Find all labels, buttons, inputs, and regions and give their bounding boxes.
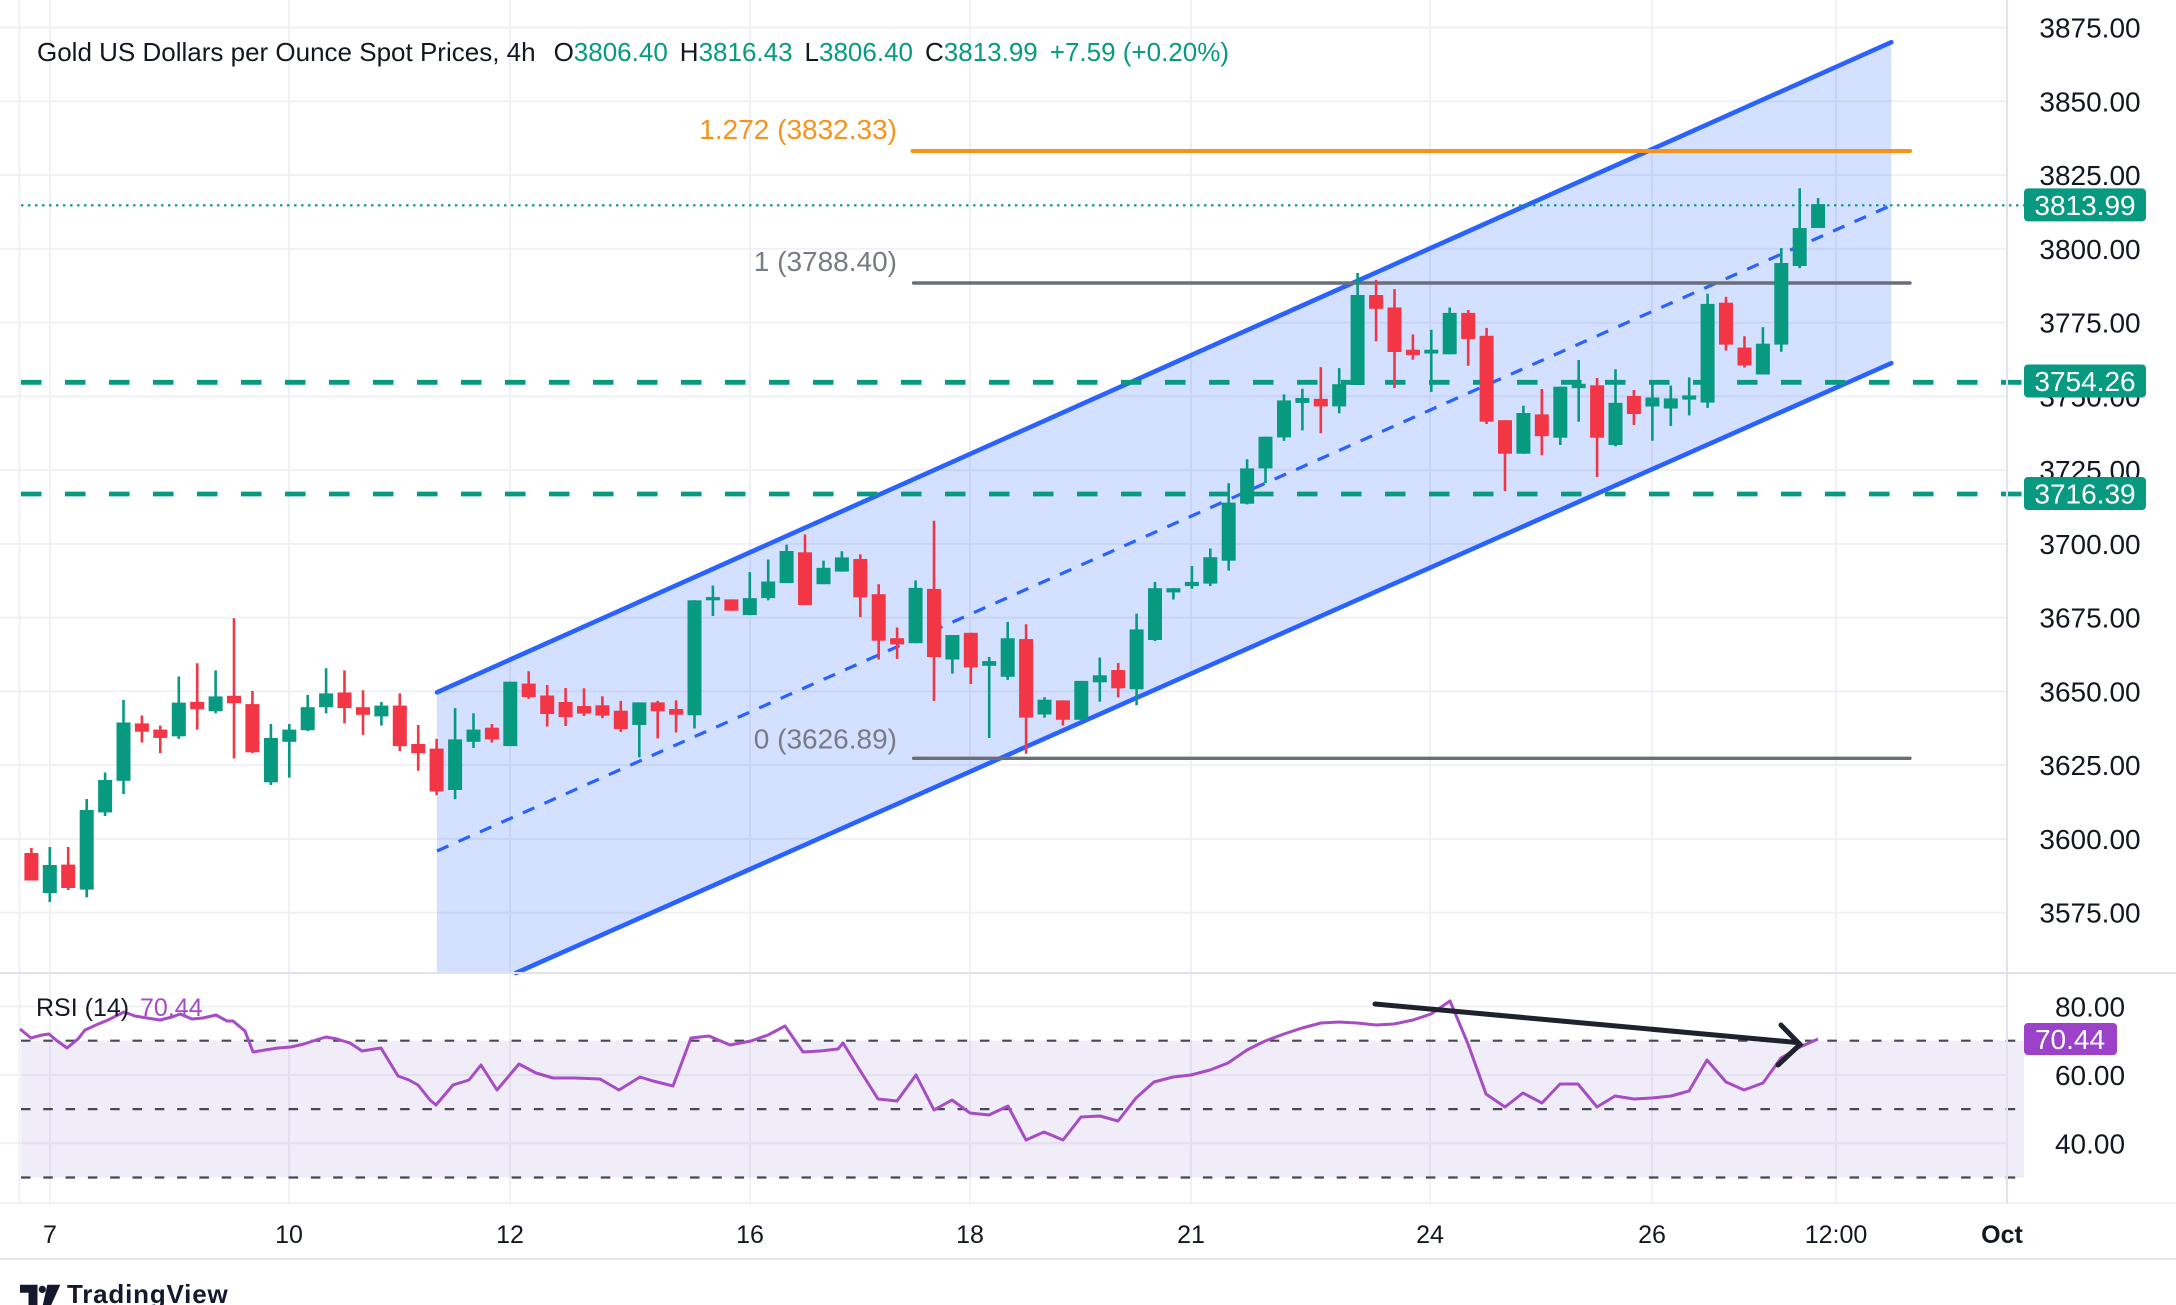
svg-text:3800.00: 3800.00	[2039, 234, 2140, 265]
svg-text:3754.26: 3754.26	[2034, 366, 2135, 397]
svg-text:1.272 (3832.33): 1.272 (3832.33)	[699, 114, 897, 145]
svg-text:60.00: 60.00	[2055, 1060, 2125, 1091]
svg-text:3825.00: 3825.00	[2039, 160, 2140, 191]
svg-text:21: 21	[1177, 1221, 1205, 1249]
svg-text:1 (3788.40): 1 (3788.40)	[754, 246, 897, 277]
svg-text:7: 7	[43, 1221, 57, 1249]
svg-text:10: 10	[275, 1221, 303, 1249]
svg-text:3850.00: 3850.00	[2039, 86, 2140, 117]
svg-text:Gold US Dollars per Ounce Spot: Gold US Dollars per Ounce Spot Prices, 4…	[37, 37, 1229, 67]
svg-text:3575.00: 3575.00	[2039, 898, 2140, 929]
svg-text:24: 24	[1416, 1221, 1444, 1249]
svg-text:3875.00: 3875.00	[2039, 13, 2140, 44]
svg-text:3775.00: 3775.00	[2039, 308, 2140, 339]
svg-text:3700.00: 3700.00	[2039, 529, 2140, 560]
svg-text:70.44: 70.44	[2035, 1024, 2105, 1055]
svg-text:18: 18	[956, 1221, 984, 1249]
svg-text:TradingView: TradingView	[67, 1279, 228, 1305]
svg-text:0 (3626.89): 0 (3626.89)	[754, 723, 897, 754]
svg-text:3625.00: 3625.00	[2039, 750, 2140, 781]
svg-text:40.00: 40.00	[2055, 1128, 2125, 1159]
svg-text:80.00: 80.00	[2055, 992, 2125, 1023]
svg-text:3813.99: 3813.99	[2034, 190, 2135, 221]
svg-text:3600.00: 3600.00	[2039, 824, 2140, 855]
svg-text:16: 16	[736, 1221, 764, 1249]
svg-text:12:00: 12:00	[1805, 1221, 1868, 1249]
svg-text:3716.39: 3716.39	[2034, 479, 2135, 510]
svg-text:3650.00: 3650.00	[2039, 676, 2140, 707]
svg-text:26: 26	[1638, 1221, 1666, 1249]
svg-text:3675.00: 3675.00	[2039, 603, 2140, 634]
svg-text:RSI (14) 70.44: RSI (14) 70.44	[36, 994, 203, 1022]
svg-text:12: 12	[496, 1221, 524, 1249]
svg-text:Oct: Oct	[1981, 1221, 2023, 1249]
